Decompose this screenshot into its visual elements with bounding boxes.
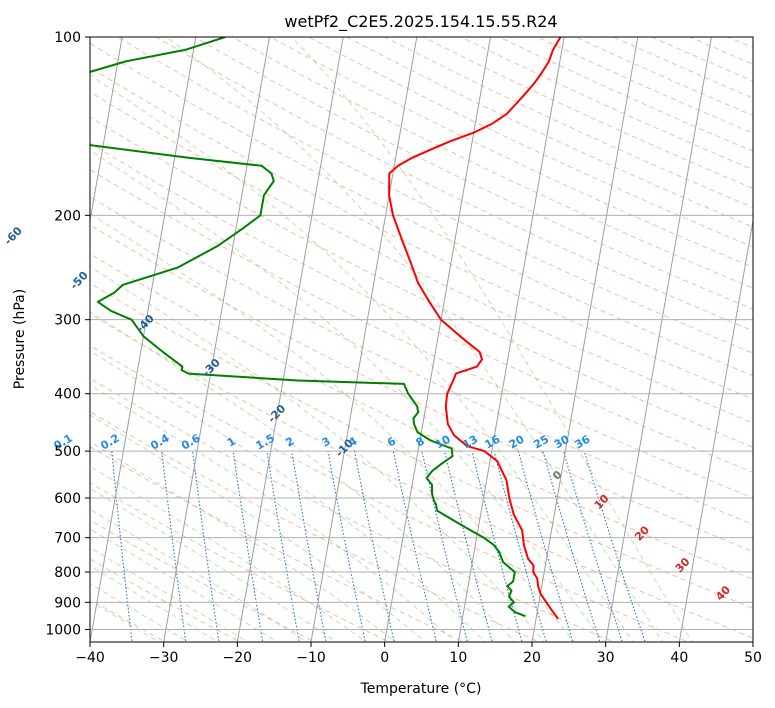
moist-adiabat [90, 441, 397, 642]
dewpoint-line [90, 37, 526, 618]
moist-adiabat [90, 528, 279, 642]
y-axis: 100 200 300 400 500 600 700 800 900 1000 [45, 30, 90, 638]
profiles [90, 37, 562, 620]
isotherm [90, 37, 123, 224]
plot-background [90, 37, 753, 642]
y-tick-label: 100 [54, 30, 81, 46]
mixing-ratio-line [493, 450, 547, 642]
dry-adiabat [90, 253, 753, 581]
mixing-ratio-line [266, 451, 300, 642]
isotherm [752, 639, 753, 642]
grid [90, 37, 753, 642]
isotherm [90, 37, 197, 642]
y-tick-label: 900 [54, 595, 81, 611]
x-tick-label: −10 [296, 650, 326, 666]
moist-adiabat [90, 74, 634, 642]
mixing-ratio-line [444, 450, 493, 642]
y-tick-label: 300 [54, 313, 81, 329]
dry-adiabat [90, 344, 690, 642]
x-tick-label: −30 [149, 650, 179, 666]
mixing-ratio-line [421, 450, 469, 642]
mixing-ratio-line [517, 450, 574, 642]
y-axis-label: Pressure (hPa) [12, 289, 28, 389]
dry-adiabat-label: -50 [68, 269, 91, 293]
mixing-ratio-line [353, 450, 395, 642]
moist-adiabat [290, 37, 693, 642]
moist-adiabat [90, 565, 220, 642]
isotherm [457, 37, 565, 642]
x-tick-label: 20 [523, 650, 541, 666]
x-tick-label: −40 [75, 650, 105, 666]
x-tick-label: 50 [744, 650, 762, 666]
y-tick-label: 600 [54, 491, 81, 507]
mixing-ratio-line [562, 450, 623, 642]
isotherm [531, 37, 639, 642]
dry-adiabat [193, 37, 753, 310]
mixing-ratio-line [542, 450, 601, 642]
y-tick-label: 800 [54, 565, 81, 581]
moist-adiabat [90, 311, 516, 642]
isotherm [384, 37, 491, 642]
moist-adiabat [90, 212, 575, 642]
isotherm [236, 37, 344, 642]
x-tick-label: 30 [597, 650, 615, 666]
mixing-ratio-line [232, 451, 264, 642]
plot-frame [89, 36, 754, 643]
x-tick-label: −20 [223, 650, 253, 666]
y-tick-label: 1000 [45, 622, 81, 638]
moist-adiabat [90, 465, 367, 642]
x-tick-label: 10 [449, 650, 467, 666]
dry-adiabat [90, 168, 753, 499]
x-axis-label: Temperature (°C) [360, 681, 482, 697]
isotherm [678, 217, 753, 642]
x-axis: −40 −30 −20 −10 0 10 20 30 40 50 [75, 642, 762, 666]
dry-adiabat-label: -60 [2, 224, 25, 248]
dry-adiabat [90, 446, 466, 642]
moist-adiabat [90, 350, 486, 642]
y-tick-label: 200 [54, 208, 81, 224]
y-tick-label: 500 [54, 444, 81, 460]
x-tick-label: 40 [670, 650, 688, 666]
moist-adiabat [90, 384, 456, 642]
y-tick-label: 400 [54, 387, 81, 403]
moist-adiabat [90, 583, 190, 642]
y-tick-label: 700 [54, 531, 81, 547]
isotherm [163, 37, 270, 642]
mixing-ratio-line [65, 451, 82, 644]
dry-adiabat [90, 116, 753, 448]
mixing-ratio-line [291, 451, 327, 642]
chart-title: wetPf2_C2E5.2025.154.15.55.R24 [284, 12, 557, 32]
mixing-ratio-line [471, 450, 523, 642]
background-lines [65, 37, 753, 644]
dry-adiabat [155, 37, 753, 332]
moist-adiabat [90, 265, 545, 642]
dry-adiabat [90, 196, 753, 526]
dry-adiabat [90, 42, 753, 377]
mixing-ratio-line [392, 450, 437, 642]
mixing-ratio-line [192, 451, 220, 642]
dry-adiabat [90, 66, 753, 400]
dry-adiabat [90, 411, 541, 642]
dry-adiabat [90, 482, 391, 642]
mixing-ratio-line [161, 451, 187, 642]
moist-adiabat [90, 600, 161, 642]
isotherm [310, 37, 418, 642]
moist-adiabat [90, 414, 427, 642]
mixing-ratio-line [327, 450, 366, 642]
mixing-ratio-line [583, 450, 646, 642]
isotherm [605, 37, 712, 642]
x-tick-label: 0 [380, 650, 389, 666]
temperature-line [388, 37, 562, 620]
dry-adiabat [90, 519, 316, 642]
